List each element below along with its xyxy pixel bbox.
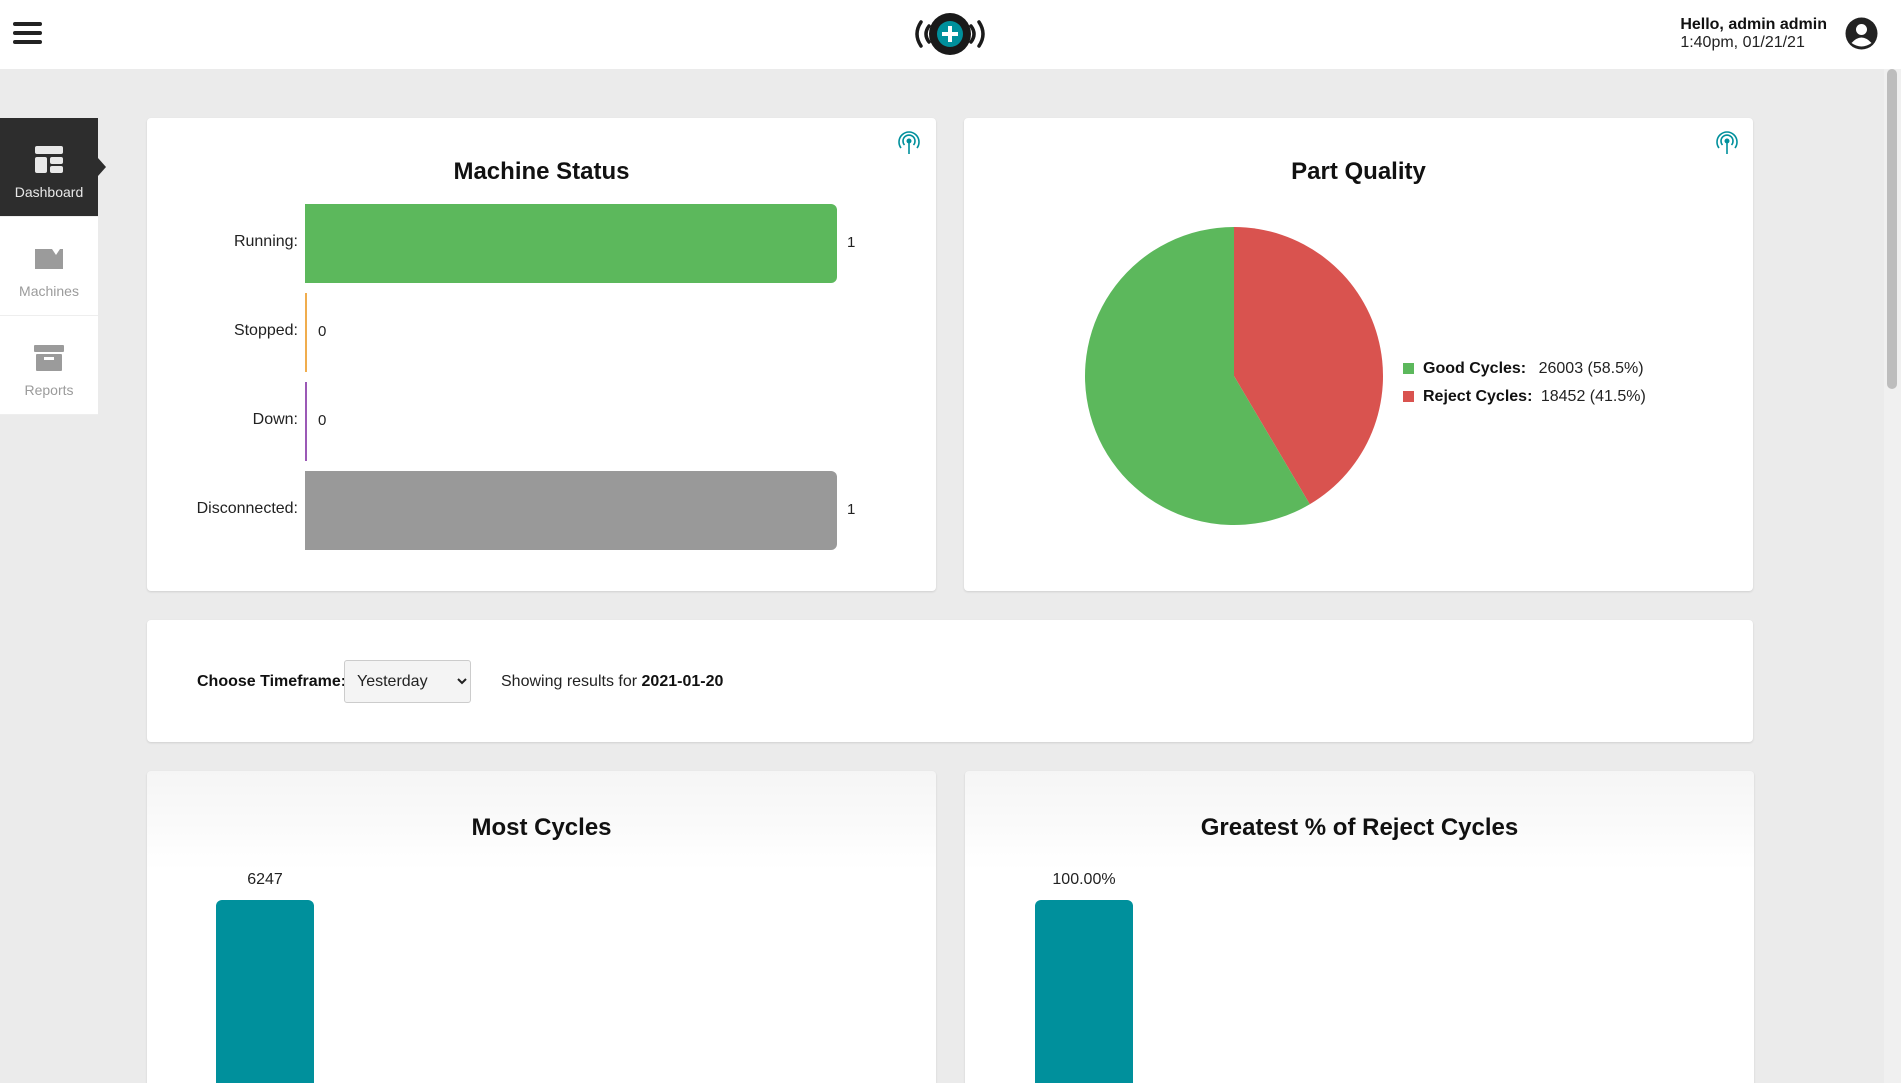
reports-icon <box>34 345 64 371</box>
legend-swatch <box>1403 391 1414 402</box>
timeframe-label: Choose Timeframe: <box>197 673 347 690</box>
pie-slice-reject <box>1234 227 1383 505</box>
most-cycles-card: Most Cycles 6247 <box>147 771 936 1083</box>
status-value-down: 0 <box>318 412 327 429</box>
legend-item-reject: Reject Cycles: 18452 (41.5%) <box>1403 383 1646 411</box>
status-value-disconnected: 1 <box>847 501 856 518</box>
sidebar-item-label: Reports <box>24 382 74 398</box>
status-bar-running <box>307 204 837 283</box>
timeframe-card: Choose Timeframe: Yesterday Showing resu… <box>147 620 1753 742</box>
machines-icon <box>35 249 63 269</box>
results-text: Showing results for 2021-01-20 <box>501 673 723 691</box>
signal-icon[interactable] <box>1714 130 1740 156</box>
legend-swatch <box>1403 363 1414 374</box>
bar-value-label: 100.00% <box>1052 871 1116 888</box>
reject-percentage-bar <box>1035 900 1133 1083</box>
user-greeting: Hello, admin admin 1:40pm, 01/21/21 <box>1680 16 1827 52</box>
status-axis-disconnected <box>305 471 307 550</box>
sidebar-item-label: Dashboard <box>14 184 84 200</box>
legend-label: Reject Cycles: <box>1423 388 1533 405</box>
timeframe-select[interactable]: Yesterday <box>344 660 471 703</box>
signal-icon[interactable] <box>896 130 922 156</box>
status-axis-running <box>305 204 307 283</box>
greeting-text: Hello, admin admin <box>1680 16 1827 33</box>
part-quality-card: Part Quality <box>964 118 1753 591</box>
results-date: 2021-01-20 <box>641 673 724 690</box>
current-datetime: 1:40pm, 01/21/21 <box>1680 34 1805 51</box>
reject-percentage-card: Greatest % of Reject Cycles 100.00% <box>965 771 1754 1083</box>
pie-legend: Good Cycles: 26003 (58.5%) Reject Cycles… <box>1403 355 1646 411</box>
account-icon[interactable] <box>1845 17 1878 50</box>
legend-value: 26003 (58.5%) <box>1538 360 1644 377</box>
sidebar: Dashboard Machines Reports <box>0 118 106 415</box>
card-title: Greatest % of Reject Cycles <box>1200 814 1519 841</box>
hamburger-menu-icon[interactable] <box>13 22 42 46</box>
status-label-running: Running: <box>233 233 298 250</box>
status-label-disconnected: Disconnected: <box>196 500 298 517</box>
status-axis-stopped <box>305 293 307 372</box>
status-bar-disconnected <box>307 471 837 550</box>
legend-label: Good Cycles: <box>1423 360 1527 377</box>
bar-value-label: 6247 <box>247 871 283 888</box>
most-cycles-bar <box>216 900 314 1083</box>
sidebar-item-label: Machines <box>19 283 79 299</box>
legend-item-good: Good Cycles: 26003 (58.5%) <box>1403 355 1646 383</box>
sidebar-item-dashboard[interactable]: Dashboard <box>0 118 106 217</box>
top-bar: Hello, admin admin 1:40pm, 01/21/21 <box>0 0 1901 69</box>
status-axis-down <box>305 382 307 461</box>
pie-slice-good <box>1085 227 1310 525</box>
status-label-down: Down: <box>252 411 298 428</box>
status-label-stopped: Stopped: <box>233 322 298 339</box>
scrollbar-thumb[interactable] <box>1887 69 1897 389</box>
sidebar-item-machines[interactable]: Machines <box>0 217 98 316</box>
dashboard-icon <box>35 146 63 173</box>
card-title: Most Cycles <box>471 814 612 841</box>
part-quality-pie <box>1085 227 1383 525</box>
card-title: Part Quality <box>1291 158 1426 185</box>
legend-value: 18452 (41.5%) <box>1540 388 1646 405</box>
sidebar-item-reports[interactable]: Reports <box>0 316 98 415</box>
results-prefix: Showing results for <box>501 673 638 690</box>
card-title: Machine Status <box>453 158 630 185</box>
status-value-running: 1 <box>847 234 856 251</box>
machine-status-card: Machine Status Running: 1 Stopped: 0 Dow… <box>147 118 936 591</box>
app-logo <box>915 13 985 55</box>
status-value-stopped: 0 <box>318 323 327 340</box>
